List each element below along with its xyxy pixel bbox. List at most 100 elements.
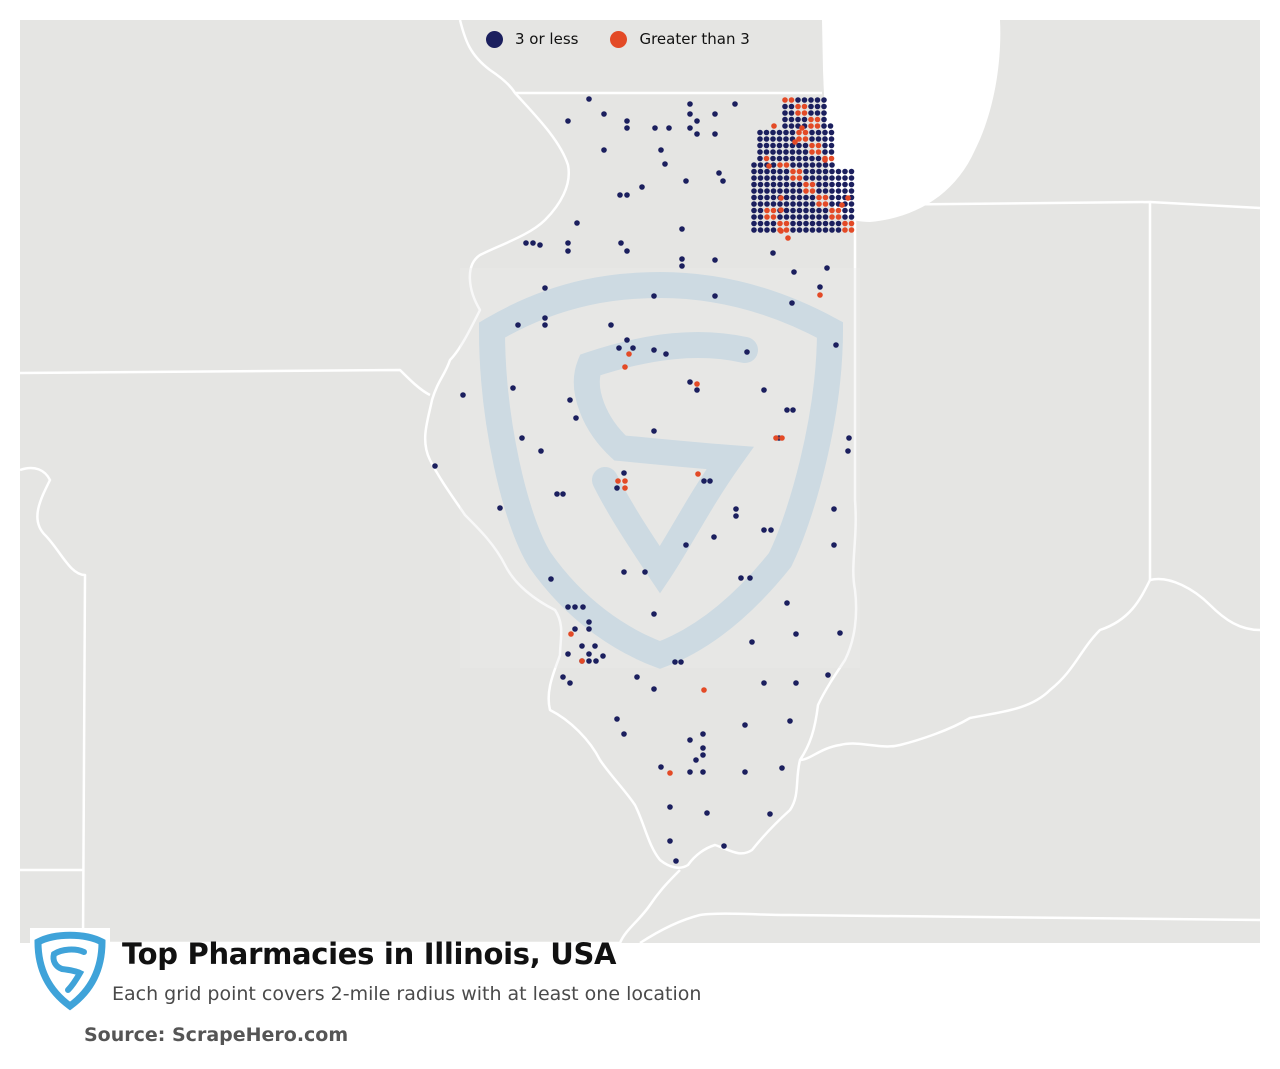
location-dot bbox=[776, 149, 783, 155]
location-dot bbox=[817, 292, 823, 298]
location-dot bbox=[683, 178, 689, 184]
location-dot bbox=[803, 168, 809, 175]
location-dot bbox=[777, 175, 783, 181]
legend-item-high: Greater than 3 bbox=[610, 30, 750, 48]
location-dot bbox=[567, 397, 573, 403]
location-dot bbox=[764, 194, 770, 201]
location-dot bbox=[829, 175, 835, 181]
location-dot bbox=[829, 227, 835, 233]
location-dot bbox=[742, 769, 748, 775]
location-dot bbox=[783, 194, 790, 201]
location-dot bbox=[586, 96, 592, 102]
location-dot bbox=[683, 542, 689, 548]
location-dot bbox=[815, 129, 822, 136]
location-dot bbox=[720, 178, 726, 184]
location-dot bbox=[809, 129, 815, 136]
location-dot bbox=[770, 129, 776, 136]
location-dot bbox=[621, 731, 627, 737]
location-dot bbox=[757, 227, 764, 233]
location-dot bbox=[822, 157, 828, 163]
location-dot bbox=[624, 337, 630, 343]
location-dot bbox=[601, 111, 607, 117]
location-dot bbox=[809, 227, 816, 233]
location-dot bbox=[764, 201, 770, 207]
location-dot bbox=[626, 351, 632, 357]
location-dot bbox=[742, 722, 748, 728]
location-dot bbox=[835, 175, 842, 181]
location-dot bbox=[565, 651, 571, 657]
location-dot bbox=[790, 220, 796, 227]
location-dot bbox=[814, 103, 821, 110]
location-dot bbox=[776, 142, 783, 149]
legend-item-low: 3 or less bbox=[486, 30, 578, 48]
location-dot bbox=[802, 136, 809, 142]
location-dot bbox=[764, 168, 770, 175]
location-dot bbox=[842, 175, 848, 181]
location-dot bbox=[829, 220, 835, 227]
location-dot bbox=[829, 188, 835, 194]
location-dot bbox=[822, 181, 829, 188]
location-dot bbox=[679, 263, 685, 269]
location-dot bbox=[766, 163, 772, 169]
location-dot bbox=[651, 428, 657, 434]
location-dot bbox=[793, 631, 799, 637]
location-dot bbox=[822, 175, 829, 181]
location-dot bbox=[790, 162, 796, 168]
location-dot bbox=[829, 162, 835, 168]
location-dot bbox=[624, 192, 630, 198]
location-dot bbox=[809, 142, 815, 149]
location-dot bbox=[828, 136, 835, 142]
location-dot bbox=[700, 745, 706, 751]
location-dot bbox=[848, 220, 855, 227]
location-dot bbox=[763, 155, 770, 162]
location-dot bbox=[667, 838, 673, 844]
location-dot bbox=[630, 345, 636, 351]
location-dot bbox=[803, 175, 809, 181]
location-dot bbox=[816, 168, 822, 175]
location-dot bbox=[822, 220, 829, 227]
location-dot bbox=[790, 201, 796, 207]
location-dot bbox=[795, 110, 801, 116]
location-dot bbox=[777, 162, 783, 168]
location-dot bbox=[779, 435, 785, 441]
location-dot bbox=[789, 155, 796, 162]
location-dot bbox=[744, 349, 750, 355]
location-dot bbox=[802, 155, 809, 162]
location-dot bbox=[651, 293, 657, 299]
location-dot bbox=[816, 201, 822, 207]
location-dot bbox=[770, 194, 777, 201]
location-dot bbox=[828, 155, 835, 162]
location-dot bbox=[796, 175, 803, 181]
location-dot bbox=[751, 162, 757, 168]
location-dot bbox=[814, 116, 821, 123]
location-dot bbox=[707, 478, 713, 484]
location-dot bbox=[667, 770, 673, 776]
location-dot bbox=[687, 737, 693, 743]
location-dot bbox=[622, 364, 628, 370]
location-dot bbox=[809, 136, 815, 142]
location-dot bbox=[764, 214, 770, 220]
location-dot bbox=[828, 149, 835, 155]
location-dot bbox=[783, 220, 790, 227]
location-dot bbox=[785, 235, 791, 241]
location-dot bbox=[831, 506, 837, 512]
location-dot bbox=[617, 192, 623, 198]
location-dot bbox=[787, 718, 793, 724]
location-dot bbox=[835, 207, 842, 214]
location-dot bbox=[572, 626, 578, 632]
location-dot bbox=[803, 181, 809, 188]
legend-dot-low bbox=[486, 30, 503, 48]
location-dot bbox=[764, 227, 770, 233]
location-dot bbox=[523, 240, 529, 246]
location-dot bbox=[515, 322, 521, 328]
location-dot bbox=[803, 188, 809, 194]
location-dot bbox=[809, 181, 816, 188]
legend: 3 or less Greater than 3 bbox=[486, 30, 772, 48]
location-dot bbox=[839, 202, 845, 208]
location-dot bbox=[815, 142, 822, 149]
location-dot bbox=[822, 142, 828, 149]
location-dot bbox=[614, 716, 620, 722]
location-dot bbox=[751, 227, 757, 233]
location-dot bbox=[783, 136, 789, 142]
location-dot bbox=[554, 491, 560, 497]
